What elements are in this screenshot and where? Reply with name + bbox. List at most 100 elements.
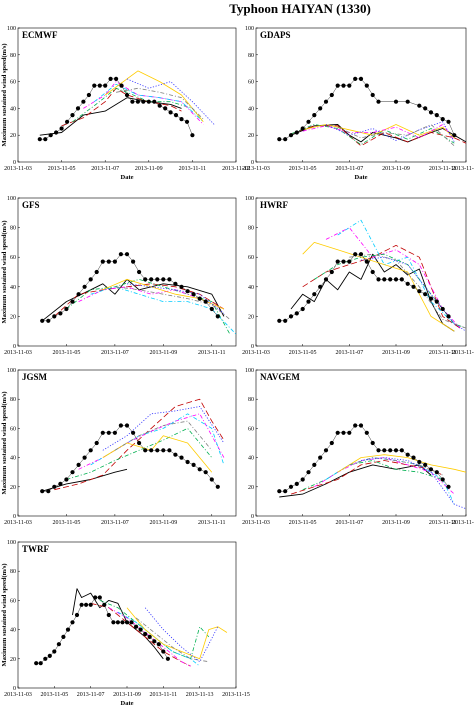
y-tick-label: 0	[13, 514, 16, 520]
best-track-point	[118, 423, 123, 428]
series-line	[90, 413, 225, 466]
x-tick-label: 2013-11-09	[149, 520, 177, 526]
x-axis-label: Date	[355, 174, 368, 181]
y-tick-label: 60	[248, 255, 254, 261]
plot-frame	[17, 369, 237, 517]
x-tick-label: 2013-11-12	[452, 520, 474, 526]
y-tick-label: 20	[10, 133, 16, 139]
best-track-point	[446, 119, 451, 124]
best-track-point	[61, 634, 66, 640]
plot-frame	[17, 197, 237, 347]
x-tick-label: 2013-11-03	[4, 520, 32, 526]
y-tick-label: 80	[10, 53, 16, 59]
series-best-track-line	[279, 425, 449, 492]
best-track-point	[58, 481, 63, 486]
best-track-point	[411, 284, 416, 289]
best-track-point	[191, 292, 196, 297]
panel-gfs: 0 20 40 60 80 100 2013-11-03 2013-11-05 2013-11-…	[1, 196, 237, 356]
best-track-point	[88, 277, 93, 282]
best-track-point	[440, 306, 445, 312]
best-track-point	[358, 76, 364, 81]
best-track-point	[46, 489, 51, 494]
y-tick-label: 20	[248, 314, 254, 320]
best-track-point	[106, 612, 111, 618]
x-tick-label: 2013-11-11	[150, 692, 178, 698]
best-track-point	[114, 76, 119, 81]
best-track-point	[312, 292, 317, 297]
y-tick-label: 0	[13, 686, 16, 692]
best-track-point	[112, 430, 117, 435]
best-track-point	[382, 448, 387, 453]
series-line	[337, 124, 455, 147]
y-tick-label: 40	[248, 456, 254, 462]
best-track-point	[417, 459, 422, 465]
best-track-point	[93, 595, 98, 600]
best-track-point	[215, 484, 220, 489]
plot-frame	[255, 369, 467, 517]
best-track-point	[37, 137, 42, 142]
best-track-point	[135, 99, 140, 104]
best-track-point	[97, 595, 102, 600]
best-track-point	[43, 656, 48, 661]
panel-label: GDAPS	[260, 30, 291, 40]
x-tick-label: 2013-11-07	[91, 166, 119, 172]
best-track-point	[347, 430, 352, 435]
best-track-point	[300, 126, 305, 131]
series-line	[302, 241, 455, 332]
best-track-point	[294, 311, 299, 316]
best-track-point	[143, 631, 148, 637]
best-track-point	[147, 634, 152, 640]
best-track-point	[161, 448, 166, 453]
best-track-point	[138, 627, 143, 632]
best-track-point	[323, 448, 329, 453]
best-track-point	[376, 277, 381, 282]
best-track-point	[40, 318, 45, 323]
best-track-point	[38, 661, 43, 666]
y-tick-label: 80	[248, 226, 254, 232]
series-line	[54, 398, 225, 491]
series-line	[41, 278, 225, 322]
best-track-point	[59, 126, 64, 131]
y-tick-label: 0	[251, 160, 254, 166]
best-track-point	[152, 99, 157, 104]
best-track-point	[329, 440, 334, 446]
y-tick-label: 20	[10, 657, 16, 663]
best-track-point	[70, 299, 75, 304]
best-track-point	[382, 277, 387, 282]
best-track-point	[40, 489, 45, 494]
series-line	[144, 607, 219, 663]
y-axis-label: Maximum sustained wind speed(m/s)	[1, 43, 8, 146]
best-track-point	[94, 440, 99, 446]
best-track-point	[347, 83, 352, 88]
y-tick-label: 80	[10, 226, 16, 232]
best-track-point	[376, 448, 381, 453]
best-track-point	[288, 484, 294, 489]
best-track-point	[34, 661, 39, 666]
best-track-point	[179, 284, 184, 289]
best-track-point	[434, 113, 439, 118]
series-best-track-line	[42, 425, 218, 492]
series-line	[114, 286, 231, 320]
best-track-point	[173, 452, 178, 457]
x-tick-label: 2013-11-12	[452, 350, 474, 356]
x-tick-label: 2013-11-03	[4, 692, 32, 698]
y-tick-label: 80	[248, 397, 254, 403]
best-track-point	[173, 281, 178, 286]
best-track-point	[76, 292, 81, 297]
plot-frame	[17, 541, 237, 689]
series-line	[102, 278, 225, 310]
best-track-point	[92, 83, 97, 88]
y-tick-label: 60	[248, 426, 254, 432]
best-track-point	[428, 467, 434, 472]
x-tick-label: 2013-11-11	[198, 520, 226, 526]
y-tick-label: 100	[245, 26, 254, 32]
best-track-point	[70, 113, 75, 118]
best-track-point	[318, 455, 323, 460]
best-track-point	[388, 448, 393, 453]
best-track-point	[58, 311, 63, 316]
best-track-point	[300, 477, 305, 482]
best-track-point	[103, 83, 108, 88]
series-line	[337, 219, 455, 325]
best-track-point	[329, 92, 334, 98]
y-tick-label: 60	[10, 255, 16, 261]
